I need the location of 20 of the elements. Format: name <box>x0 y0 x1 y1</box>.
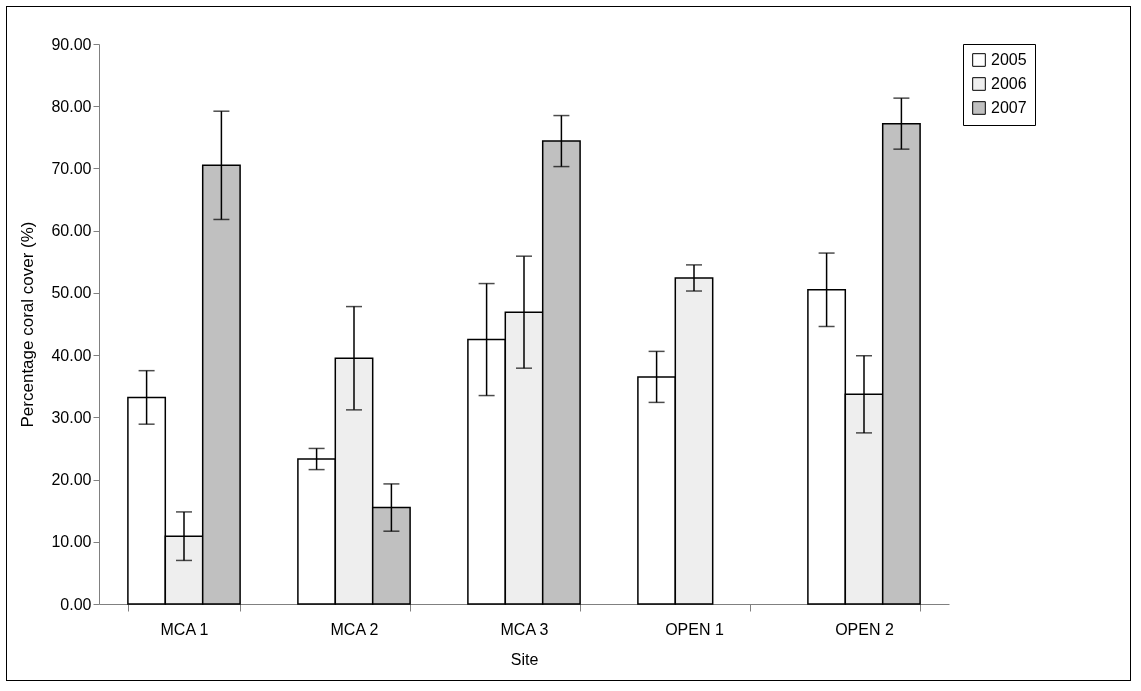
y-tick-label: 90.00 <box>51 35 92 53</box>
x-tick-label: MCA 1 <box>160 620 209 638</box>
x-tick-label: OPEN 2 <box>835 620 894 638</box>
x-axis-title: Site <box>510 650 539 668</box>
y-tick-label: 20.00 <box>51 471 92 489</box>
y-tick-label: 0.00 <box>60 595 92 613</box>
y-tick-label: 80.00 <box>51 97 92 115</box>
x-tick-label: OPEN 1 <box>665 620 724 638</box>
y-axis-title: Percentage coral cover (%) <box>18 221 38 428</box>
y-tick-label: 40.00 <box>51 346 92 364</box>
legend-label: 2005 <box>991 51 1027 68</box>
legend-label: 2006 <box>991 75 1027 92</box>
y-tick-label: 30.00 <box>51 408 92 426</box>
y-tick-label: 50.00 <box>51 284 92 302</box>
x-tick-label: MCA 2 <box>330 620 379 638</box>
y-tick-label: 10.00 <box>51 533 92 551</box>
legend-label: 2007 <box>991 99 1027 116</box>
y-tick-label: 70.00 <box>51 159 92 177</box>
x-tick-label: MCA 3 <box>500 620 549 638</box>
y-tick-label: 60.00 <box>51 222 92 240</box>
